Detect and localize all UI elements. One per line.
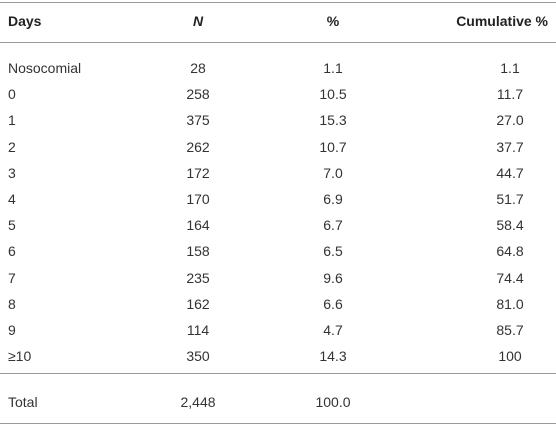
table-cell: 28 [190,60,206,76]
table-cell: 114 [186,322,210,338]
table-cell: 6.7 [323,217,343,234]
table-cell: 64.8 [496,243,524,260]
table-cell: 81.0 [496,295,524,312]
table-cell: 37.7 [496,138,524,155]
table-cell: 4.7 [323,322,343,338]
table-cell: ≥10 [8,348,32,365]
header-cell: Days [8,13,42,29]
table-cell: 3 [8,164,16,181]
table-cell: 164 [186,217,210,234]
header-cell: Cumulative % [456,13,548,29]
table-cell: 10.5 [319,86,347,103]
table-cell: 6.6 [323,295,343,312]
table-cell: 51.7 [496,191,524,207]
table-cell: 375 [186,112,210,129]
table-cell: 11.7 [496,86,524,103]
table-cell: 6 [8,243,16,260]
header-cell: % [326,13,340,29]
table-cell: 162 [186,295,210,312]
table-cell: 158 [186,243,210,260]
table-cell: 258 [186,86,210,103]
table-cell: 350 [186,348,210,365]
table-cell: 4 [8,191,16,207]
table-cell: 74.4 [496,269,524,286]
rule [0,423,556,424]
table-cell: 172 [186,164,210,181]
table-cell: 10.7 [319,138,347,155]
table-cell: 6.9 [323,191,343,207]
table-cell: 170 [186,191,210,207]
table-cell: 2 [8,138,16,155]
total-cell: Total [8,394,38,410]
table-cell: 15.3 [319,112,347,129]
table-cell: 1.1 [323,60,343,76]
table-cell: 8 [8,295,16,312]
table-cell: 9.6 [323,269,343,286]
table-cell: 6.5 [323,243,343,260]
table-cell: 100 [498,348,522,365]
table-cell: 85.7 [496,322,524,338]
rule [0,42,556,43]
table-cell: 1.1 [500,60,520,76]
table-cell: Nosocomial [8,60,82,76]
table-cell: 9 [8,322,16,338]
table-cell: 14.3 [319,348,347,365]
table-cell: 7 [8,269,16,286]
table-cell: 235 [186,269,210,286]
header-cell: N [192,13,204,29]
table-cell: 262 [186,138,210,155]
table-cell: 5 [8,217,16,234]
table-cell: 27.0 [496,112,524,129]
rule [0,373,556,374]
total-cell: 2,448 [180,394,216,410]
table-cell: 58.4 [496,217,524,234]
rule [0,2,556,3]
table-cell: 44.7 [496,164,524,181]
table-cell: 7.0 [323,164,343,181]
total-cell: 100.0 [315,394,351,410]
table-cell: 0 [8,86,16,103]
table-cell: 1 [8,112,16,129]
